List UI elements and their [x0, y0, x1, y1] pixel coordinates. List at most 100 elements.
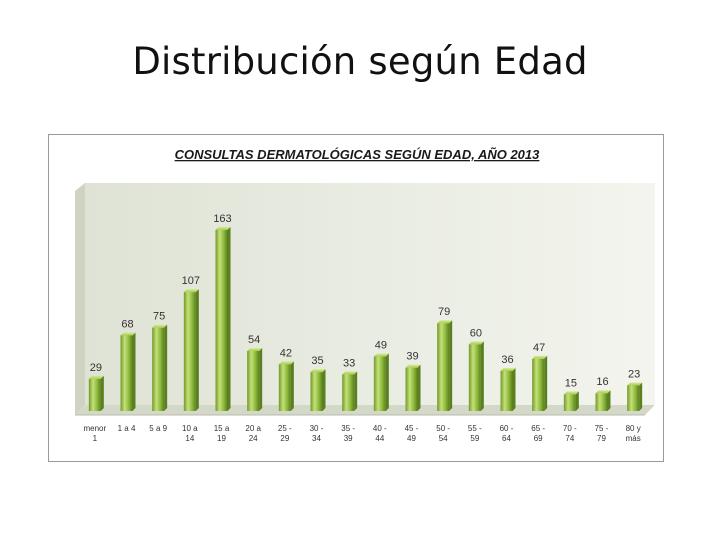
bar-value-label: 60: [470, 327, 482, 339]
value-labels-layer: 29 68 75 107 163 54 42 35 33 49 39 79 60 36 47 15 16 23: [90, 213, 641, 389]
bar-side: [417, 364, 421, 411]
bar-value-label: 15: [565, 377, 577, 389]
chart-title: CONSULTAS DERMATOLÓGICAS SEGÚN EDAD, AÑO…: [175, 147, 541, 162]
bar-value-label: 39: [406, 351, 418, 363]
bar-side: [354, 371, 358, 411]
bar: [468, 341, 484, 411]
bar-value-label: 23: [628, 368, 640, 380]
bar-chart: CONSULTAS DERMATOLÓGICAS SEGÚN EDAD, AÑO…: [75, 147, 655, 443]
bar-side: [132, 332, 136, 411]
bar-front: [183, 292, 196, 411]
bar-front: [120, 335, 133, 411]
x-tick-label: 24: [249, 434, 258, 443]
x-tick-label: más: [626, 434, 641, 443]
x-tick-label: 45 -: [405, 424, 419, 433]
x-tick-label: 15 a: [214, 424, 230, 433]
x-tick-label: 59: [470, 434, 479, 443]
bar-front: [468, 344, 481, 411]
bar: [247, 348, 263, 411]
bar: [183, 289, 199, 411]
bar-side: [639, 382, 643, 411]
x-tick-label: 39: [344, 434, 353, 443]
bar-front: [500, 371, 513, 411]
bar-front: [627, 385, 640, 411]
x-tick-label: 75 -: [595, 424, 609, 433]
bar-cap: [468, 341, 484, 345]
bar-value-label: 35: [311, 355, 323, 367]
bar: [120, 332, 136, 411]
chart-back-wall: [85, 183, 655, 405]
bar-cap: [563, 391, 579, 395]
bar-cap: [405, 364, 421, 368]
bar-cap: [627, 382, 643, 386]
bar-cap: [215, 226, 231, 230]
bar: [532, 355, 548, 411]
x-tick-label: 34: [312, 434, 321, 443]
x-tick-label: 25 -: [278, 424, 292, 433]
bar-front: [342, 374, 355, 411]
bar-value-label: 163: [213, 213, 231, 225]
bar: [437, 320, 453, 411]
bar-value-label: 47: [533, 342, 545, 354]
bar-value-label: 107: [182, 275, 200, 287]
x-tick-label: 74: [565, 434, 574, 443]
bar-side: [227, 226, 231, 411]
bar-cap: [437, 320, 453, 324]
bar-cap: [183, 289, 199, 293]
bar-front: [563, 394, 576, 411]
bar: [310, 369, 326, 411]
bar: [500, 368, 516, 411]
bar-value-label: 29: [90, 362, 102, 374]
bar-side: [100, 375, 104, 411]
bar-cap: [152, 324, 168, 328]
bar-front: [373, 356, 386, 411]
bar-cap: [373, 353, 389, 357]
x-tick-label: 50 -: [436, 424, 450, 433]
bar-front: [215, 229, 228, 411]
bar-side: [607, 390, 611, 411]
bar-value-label: 49: [375, 340, 387, 352]
bar-side: [544, 355, 548, 411]
bar-value-label: 54: [248, 334, 260, 346]
bar-cap: [278, 361, 294, 365]
chart-frame: CONSULTAS DERMATOLÓGICAS SEGÚN EDAD, AÑO…: [48, 134, 664, 462]
bars-layer: [88, 226, 643, 411]
bar: [563, 391, 579, 411]
chart-side-wall: [75, 183, 85, 415]
x-tick-label: 1 a 4: [118, 424, 136, 433]
bar-value-label: 75: [153, 311, 165, 323]
bar: [595, 390, 611, 411]
bar-side: [164, 324, 168, 411]
bar-front: [437, 323, 450, 411]
bar-cap: [247, 348, 263, 351]
x-tick-label: 20 a: [245, 424, 261, 433]
x-tick-label: 60 -: [500, 424, 514, 433]
x-tick-label: 69: [534, 434, 543, 443]
bar-front: [247, 351, 260, 411]
bar: [88, 375, 104, 411]
bar-side: [259, 348, 263, 411]
bar-front: [88, 378, 101, 411]
bar-cap: [500, 368, 516, 371]
x-tick-label: 54: [439, 434, 448, 443]
bar-side: [575, 391, 579, 411]
bar: [278, 361, 294, 411]
bar-cap: [310, 369, 326, 373]
bar: [152, 324, 168, 411]
bar-cap: [342, 371, 358, 375]
bar: [627, 382, 643, 411]
bar: [342, 371, 358, 411]
bar-side: [480, 341, 484, 411]
bar-side: [290, 361, 294, 411]
bar-side: [322, 369, 326, 411]
x-tick-label: 80 y: [626, 424, 641, 433]
bar: [215, 226, 231, 411]
x-tick-label: 1: [93, 434, 98, 443]
slide-title: Distribución según Edad: [132, 40, 588, 83]
x-tick-label: 70 -: [563, 424, 577, 433]
bar-value-label: 36: [501, 354, 513, 366]
x-tick-label: 29: [280, 434, 289, 443]
bar-value-label: 68: [121, 318, 133, 330]
x-tick-label: 49: [407, 434, 416, 443]
x-tick-label: 44: [375, 434, 384, 443]
